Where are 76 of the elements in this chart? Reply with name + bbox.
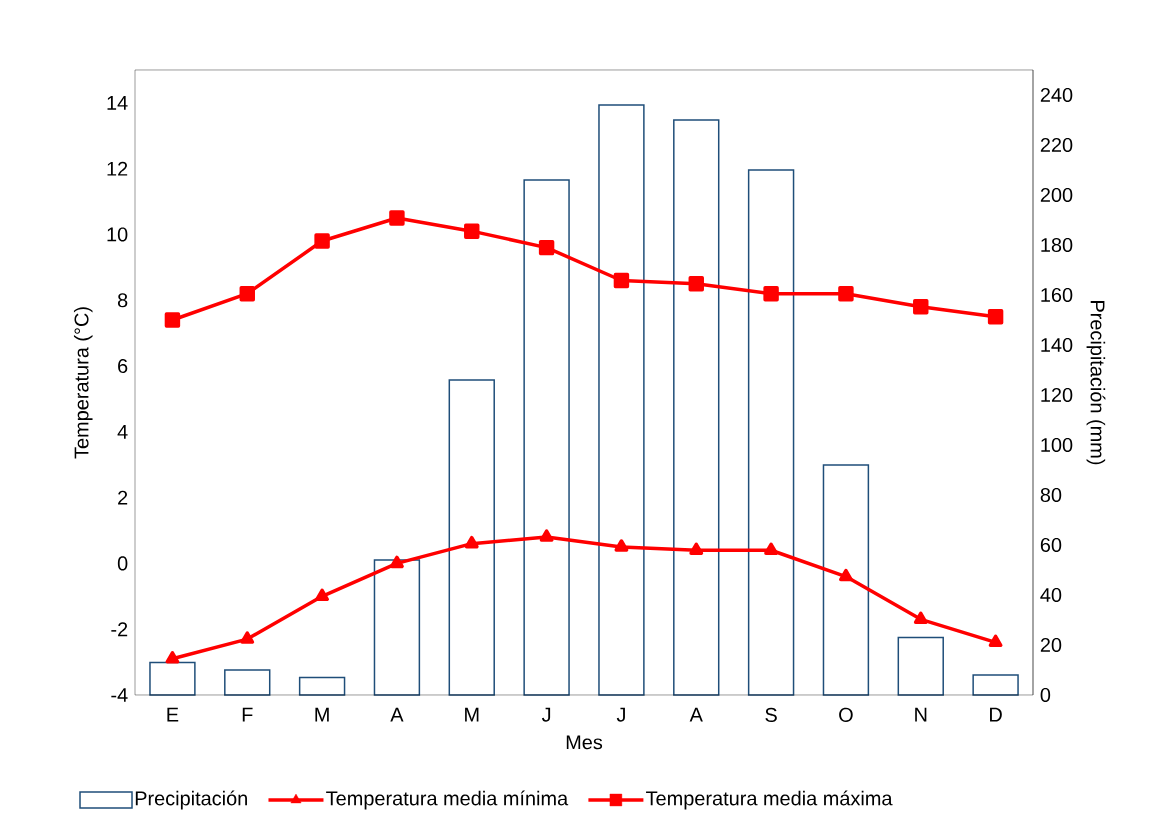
y-tick-label: 2 — [118, 490, 128, 505]
point — [464, 535, 479, 549]
y-tick-label: 14 — [107, 96, 128, 110]
y2-tick-label: 140 — [1041, 337, 1073, 353]
x-tick-label: D — [990, 707, 1002, 722]
point — [689, 542, 704, 555]
point — [464, 223, 480, 239]
point — [764, 542, 779, 555]
point — [390, 555, 404, 569]
y-tick-label: 4 — [117, 424, 128, 439]
point — [314, 233, 330, 249]
y-tick-label: -4 — [111, 688, 128, 702]
y2-tick-label: 180 — [1041, 237, 1073, 253]
legend-label: Temperatura media mínima — [326, 790, 569, 810]
point — [838, 285, 854, 302]
x-tick-label: S — [765, 707, 777, 722]
y2-tick-label: 80 — [1040, 487, 1062, 503]
point — [538, 239, 555, 256]
point — [539, 529, 554, 542]
x-tick-label: E — [167, 707, 179, 722]
y2-tick-label: 0 — [1040, 687, 1051, 703]
bar — [149, 661, 196, 696]
bar — [598, 104, 645, 696]
point — [315, 588, 330, 602]
bar — [373, 559, 421, 696]
y-tick-label: 10 — [107, 227, 128, 242]
x-tick-label: M — [465, 707, 479, 722]
y2-tick-label: 20 — [1040, 637, 1062, 653]
point — [913, 299, 929, 315]
legend-label: Temperatura media máxima — [646, 790, 893, 810]
point — [988, 634, 1003, 648]
point — [839, 568, 853, 582]
point — [614, 539, 629, 552]
point — [613, 272, 630, 289]
y-tick-label: -2 — [111, 622, 128, 637]
y-tick-label: 0 — [117, 556, 128, 571]
x-tick-label: J — [616, 707, 625, 722]
x-tick-label: J — [541, 707, 551, 722]
point — [987, 308, 1004, 325]
y-tick-label: 6 — [118, 358, 128, 374]
bar — [897, 636, 944, 696]
bar — [673, 119, 720, 696]
point — [165, 651, 180, 664]
x-axis-title: Mes — [566, 735, 603, 750]
bar — [822, 464, 870, 696]
y-tick-label: 12 — [107, 161, 128, 176]
y-axis-title: Temperatura (°C) — [73, 307, 93, 459]
point — [164, 312, 181, 328]
point — [913, 611, 928, 625]
y-tick-label: 8 — [117, 293, 128, 308]
bar — [448, 379, 495, 696]
x-tick-label: O — [839, 707, 853, 722]
y2-tick-label: 120 — [1041, 387, 1073, 403]
point — [763, 285, 779, 302]
y2-tick-label: 60 — [1040, 537, 1062, 553]
bar — [523, 179, 570, 696]
x-tick-label: M — [315, 707, 329, 722]
legend-label: Precipitación — [135, 790, 247, 810]
x-tick-label: N — [915, 707, 927, 722]
x-tick-label: A — [689, 707, 703, 722]
point — [239, 285, 255, 302]
point — [389, 210, 405, 226]
x-tick-label: F — [242, 707, 253, 722]
y2-tick-label: 160 — [1041, 287, 1073, 303]
y2-tick-label: 240 — [1040, 87, 1073, 103]
x-tick-label: A — [390, 707, 404, 722]
point — [688, 276, 704, 292]
y2-tick-label: 100 — [1041, 437, 1073, 453]
bar — [972, 674, 1019, 696]
bar — [747, 169, 795, 696]
y2-tick-label: 200 — [1040, 187, 1073, 203]
y2-tick-label: 220 — [1040, 137, 1073, 153]
point — [240, 631, 255, 644]
y2-axis-title: Precipitación (mm) — [1086, 301, 1106, 465]
bar — [224, 669, 271, 696]
y2-tick-label: 40 — [1040, 587, 1062, 603]
